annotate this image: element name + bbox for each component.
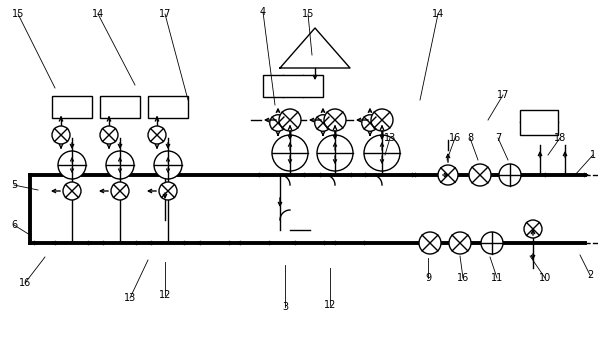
Text: 15: 15 [302, 9, 314, 19]
Circle shape [52, 126, 70, 144]
Circle shape [315, 115, 331, 131]
Bar [148, 96, 188, 118]
Text: 4: 4 [260, 7, 266, 17]
Bar [100, 96, 140, 118]
Circle shape [449, 232, 471, 254]
Text: 8: 8 [467, 133, 473, 143]
Text: 1: 1 [590, 150, 596, 160]
Text: 13: 13 [384, 133, 396, 143]
Bar [52, 96, 92, 118]
Circle shape [324, 109, 346, 131]
Text: 13: 13 [124, 293, 136, 303]
Circle shape [371, 109, 393, 131]
Text: 12: 12 [159, 290, 171, 300]
Text: 17: 17 [497, 90, 509, 100]
Circle shape [58, 151, 86, 179]
Circle shape [438, 165, 458, 185]
Circle shape [499, 164, 521, 186]
Circle shape [154, 151, 182, 179]
Circle shape [481, 232, 503, 254]
Text: 18: 18 [554, 133, 566, 143]
Circle shape [159, 182, 177, 200]
Circle shape [419, 232, 441, 254]
Text: 7: 7 [495, 133, 501, 143]
Circle shape [317, 135, 353, 171]
Circle shape [279, 109, 301, 131]
Circle shape [469, 164, 491, 186]
Text: 16: 16 [457, 273, 469, 283]
Circle shape [111, 182, 129, 200]
Circle shape [524, 220, 542, 238]
Bar [520, 110, 558, 135]
Bar [263, 75, 323, 97]
Circle shape [148, 126, 166, 144]
Text: 2: 2 [587, 270, 593, 280]
Text: 14: 14 [432, 9, 444, 19]
Text: 14: 14 [92, 9, 104, 19]
Text: 3: 3 [282, 302, 288, 312]
Text: 5: 5 [11, 180, 17, 190]
Circle shape [364, 135, 400, 171]
Text: 12: 12 [324, 300, 336, 310]
Text: 6: 6 [11, 220, 17, 230]
Circle shape [100, 126, 118, 144]
Text: 15: 15 [12, 9, 24, 19]
Text: 16: 16 [19, 278, 31, 288]
Text: 11: 11 [491, 273, 503, 283]
Text: 9: 9 [425, 273, 431, 283]
Circle shape [106, 151, 134, 179]
Text: 10: 10 [539, 273, 551, 283]
Circle shape [362, 115, 378, 131]
Text: 16: 16 [449, 133, 461, 143]
Circle shape [272, 135, 308, 171]
Circle shape [270, 115, 286, 131]
Circle shape [63, 182, 81, 200]
Text: 17: 17 [159, 9, 171, 19]
